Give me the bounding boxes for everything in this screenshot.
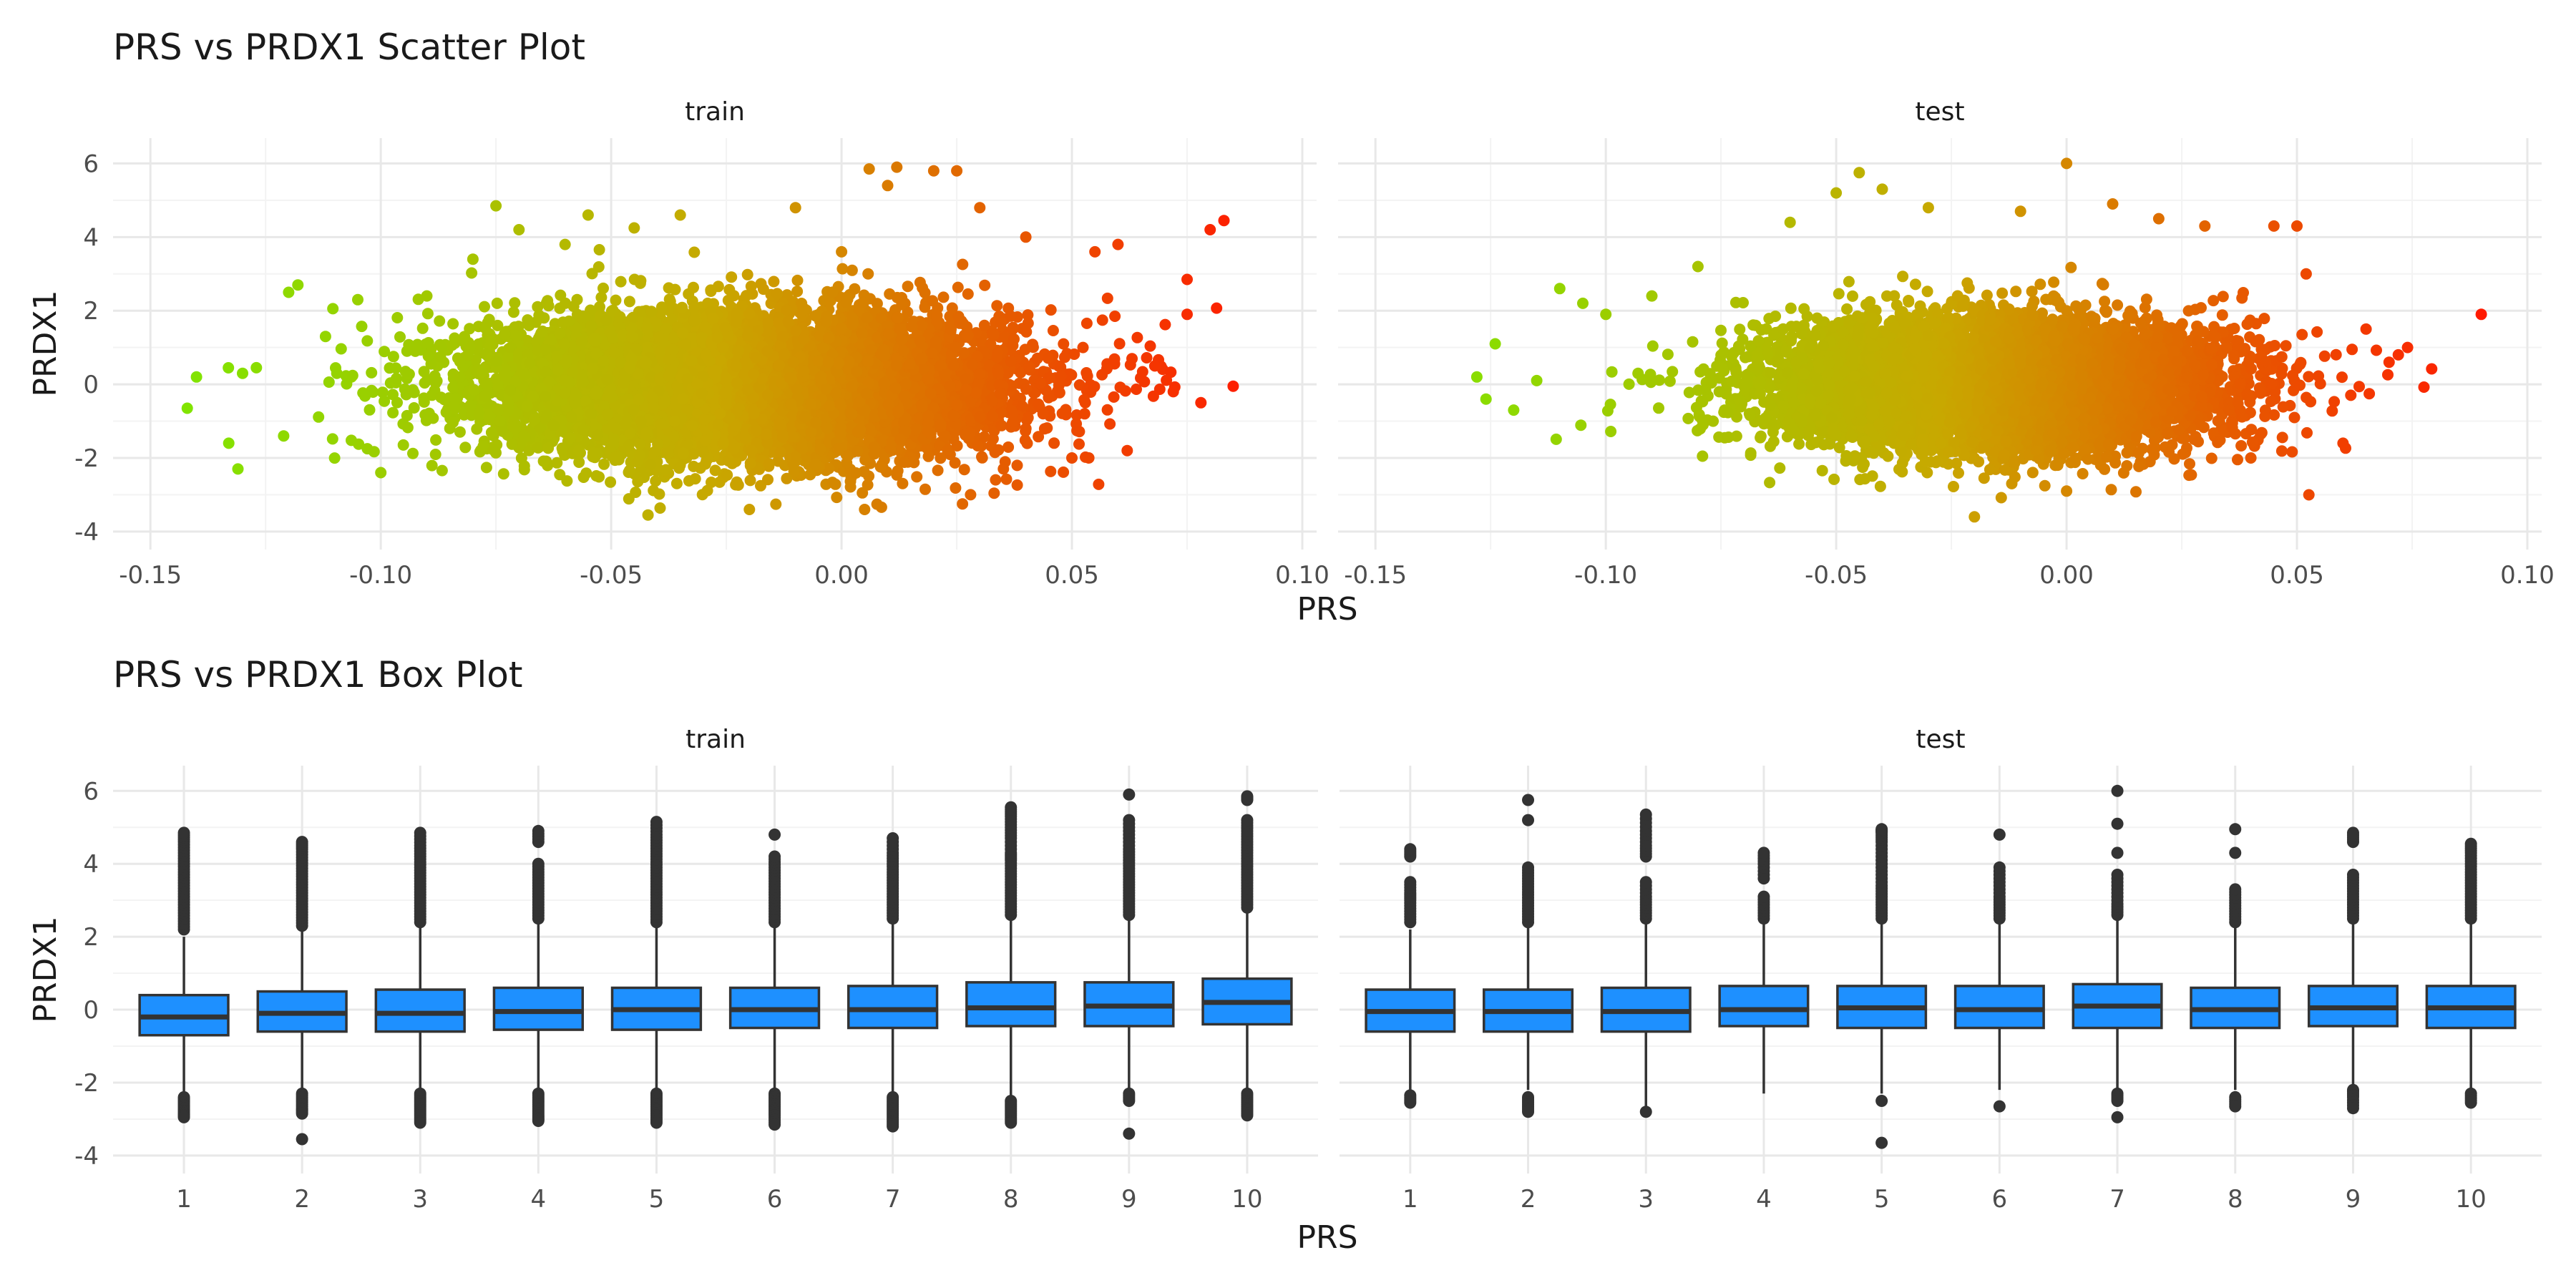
scatter-point [950,482,962,494]
x-tick-label: 0.00 [814,561,869,590]
scatter-point [397,439,409,451]
scatter-point [1131,331,1143,343]
scatter-point [491,297,503,309]
scatter-point [223,362,235,374]
scatter-plot-title: PRS vs PRDX1 Scatter Plot [113,26,585,68]
scatter-point [1114,381,1126,394]
scatter-point [1104,418,1116,430]
scatter-point [436,341,448,353]
scatter-point [991,300,1003,312]
scatter-point [1211,302,1223,314]
scatter-point [482,317,494,328]
scatter-point [477,440,489,452]
scatter-point [1078,408,1091,420]
scatter-point [429,449,441,460]
scatter-point [436,464,448,477]
scatter-point [356,321,368,333]
scatter-point [387,406,399,419]
scatter-point [480,462,492,474]
scatter-point [597,282,609,294]
scatter-point [957,258,969,270]
scatter-point [744,474,756,487]
scatter-point [278,430,290,442]
scatter-point [1073,426,1085,438]
scatter-point [364,404,376,416]
scatter-point [430,434,442,446]
scatter-point [1136,366,1148,378]
scatter-point [962,288,974,300]
scatter-point [831,492,843,504]
y-tick-label: -2 [74,444,99,473]
x-tick-label: 0.10 [1275,561,1330,590]
scatter-point [590,470,602,482]
scatter-point [791,274,804,286]
scatter-point [580,467,592,479]
scatter-point [420,414,432,426]
x-tick-label: -0.15 [119,561,182,590]
scatter-point [426,459,438,472]
scatter-point [366,366,378,379]
scatter-point [857,487,869,499]
scatter-point [328,452,341,464]
scatter-point [1011,479,1023,491]
scatter-point [932,464,944,477]
scatter-point [361,335,374,347]
y-tick-label: 6 [83,150,99,178]
scatter-point [1022,309,1034,321]
scatter-point [726,271,738,283]
scatter-point [976,451,987,463]
scatter-point [1113,338,1126,350]
scatter-point [1101,404,1113,416]
scatter-point [313,411,325,423]
box-plot-title: PRS vs PRDX1 Box Plot [113,654,523,696]
scatter-point [957,498,969,510]
scatter-point [416,322,429,334]
scatter-point [454,426,466,438]
scatter-point [537,455,550,467]
scatter-point [836,263,849,275]
scatter-point [919,483,931,495]
scatter-point [1045,465,1057,477]
scatter-point [937,291,950,303]
facet-strip-train: train [685,97,745,127]
y-tick-label: 0 [83,371,99,399]
scatter-point [723,283,736,296]
scatter-point [421,308,434,320]
scatter-panel-train: train -4 -2 0 2 4 6 -0.15 -0.10 -0.05 0.00 0.05 0.10 [74,97,1330,590]
scatter-point [669,283,681,296]
scatter-point [418,396,430,408]
scatter-point [407,447,419,459]
y-tick-label: -4 [74,518,99,547]
scatter-point [770,498,782,510]
scatter-point [990,474,1002,486]
scatter-point [610,294,622,306]
scatter-point [791,286,804,298]
scatter-point [688,301,701,313]
x-tick-label: -0.10 [349,561,412,590]
scatter-point [979,279,991,291]
scatter-point [762,474,774,486]
scatter-point [401,421,414,434]
scatter-point [911,471,923,483]
scatter-point [391,396,403,409]
scatter-point [341,378,353,390]
scatter-point [331,367,343,379]
scatter-point [518,460,530,472]
scatter-point [509,297,521,309]
x-tick-label: 0.05 [1045,561,1099,590]
scatter-point [623,296,635,308]
y-tick-label: 4 [83,223,99,252]
scatter-point [1000,473,1013,485]
y-tick-label: 2 [83,297,99,326]
x-tick-label: -0.05 [580,561,643,590]
scatter-point [327,303,339,315]
scatter-point [771,288,784,300]
